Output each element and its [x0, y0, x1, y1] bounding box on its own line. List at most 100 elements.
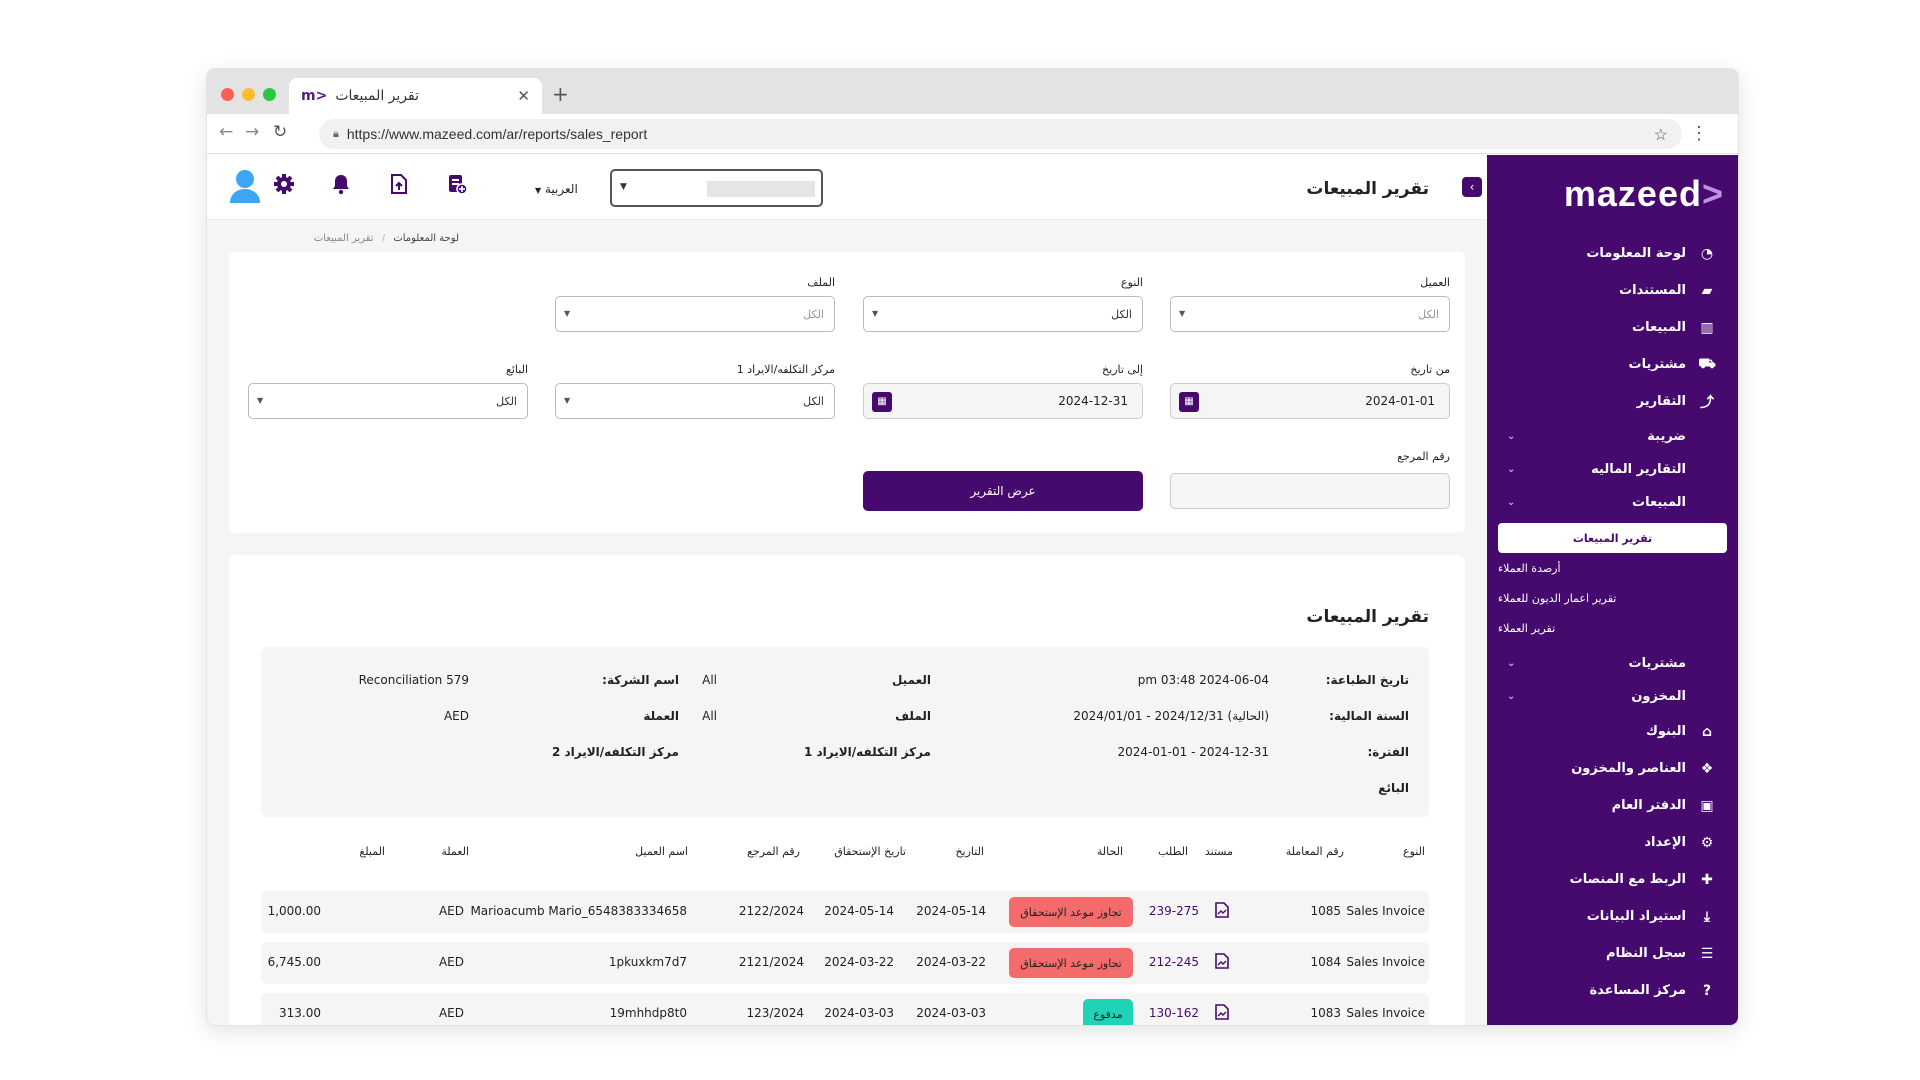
document-icon[interactable] — [1215, 902, 1229, 918]
chevron-down-icon: ⌄ — [1507, 658, 1516, 669]
invoice-add-icon[interactable] — [446, 173, 468, 200]
reference-input[interactable] — [1170, 473, 1450, 509]
seller-select[interactable]: الكل ▼ — [248, 383, 528, 419]
col-status: الحالة — [1096, 845, 1123, 858]
sidebar-item-items-inventory[interactable]: ❖ العناصر والمخزون — [1487, 750, 1738, 787]
caret-down-icon: ▼ — [535, 186, 542, 195]
col-reference: رقم المرجع — [747, 845, 800, 858]
folder-icon: ▰ — [1701, 282, 1713, 299]
fiscal-year-value: (الحالية) 2024/12/31 - 2024/01/01 — [1073, 709, 1269, 723]
order-link[interactable]: 239-275 — [1148, 904, 1199, 918]
line-chart-icon: ⤴ — [1700, 394, 1714, 411]
breadcrumb-home[interactable]: لوحة المعلومات — [393, 233, 459, 244]
calendar-icon[interactable]: ▦ — [872, 392, 892, 412]
period-value: 2024-12-31 - 2024-01-01 — [1117, 745, 1269, 759]
cost-center-1-label: مركز التكلفه/الايراد 1 — [736, 363, 835, 376]
client-select[interactable]: الكل ▼ — [1170, 296, 1450, 332]
cost-center-1-select[interactable]: الكل ▼ — [555, 383, 835, 419]
sidebar-item-help[interactable]: ? مركز المساعدة — [1487, 972, 1738, 1009]
sidebar-item-dashboard[interactable]: ◔ لوحة المعلومات — [1487, 235, 1738, 272]
sidebar-item-sales[interactable]: ▥ المبيعات — [1487, 309, 1738, 346]
sidebar-item-banks[interactable]: ⌂ البنوك — [1487, 713, 1738, 750]
sidebar-item-system-log[interactable]: ☰ سجل النظام — [1487, 935, 1738, 972]
company-select-value — [707, 181, 815, 197]
back-icon[interactable]: ← — [219, 122, 234, 142]
sidebar-item-label: التقارير — [1636, 394, 1686, 409]
file-select[interactable]: الكل ▼ — [555, 296, 835, 332]
breadcrumb: لوحة المعلومات / تقرير المبيعات — [314, 233, 459, 244]
sidebar-item-reports[interactable]: ⤴ التقارير — [1487, 383, 1738, 420]
type-select[interactable]: الكل ▼ — [863, 296, 1143, 332]
maximize-window-button[interactable] — [263, 88, 276, 101]
sidebar-subitem-customer-balances[interactable]: أرصدة العملاء — [1498, 561, 1561, 575]
sidebar-item-import[interactable]: ⤓ استيراد البيانات — [1487, 898, 1738, 935]
cell-due-date: 2024-05-14 — [824, 904, 894, 918]
caret-down-icon: ▼ — [564, 309, 571, 318]
table-row[interactable]: Sales Invoice 1084 212-245 تجاوز موعد ال… — [261, 942, 1429, 984]
forward-icon[interactable]: → — [245, 122, 260, 142]
seller-label: البائع — [506, 363, 528, 376]
language-select[interactable]: العربية ▼ — [535, 182, 578, 196]
document-icon[interactable] — [1215, 1004, 1229, 1020]
cell-reference: 2122/2024 — [738, 904, 804, 918]
table-row[interactable]: Sales Invoice 1085 239-275 تجاوز موعد ال… — [261, 891, 1429, 933]
bank-icon: ⌂ — [1701, 723, 1713, 740]
cell-type: Sales Invoice — [1346, 1006, 1425, 1020]
sidebar-subitem-aging-report[interactable]: تقرير اعمار الديون للعملاء — [1498, 591, 1617, 605]
from-date-input[interactable]: 2024-01-01 ▦ — [1170, 383, 1450, 419]
browser-menu-icon[interactable]: ⋮ — [1690, 123, 1708, 143]
document-icon[interactable] — [1215, 953, 1229, 969]
sidebar: mazeed> ◔ لوحة المعلومات ▰ المستندات ▥ المب… — [1487, 155, 1738, 1025]
sidebar-toggle-icon[interactable]: › — [1462, 177, 1482, 197]
from-date-label: من تاريخ — [1410, 363, 1450, 376]
brand-logo[interactable]: mazeed> — [1564, 173, 1724, 215]
show-report-button[interactable]: عرض التقرير — [863, 471, 1143, 511]
company-select[interactable]: ▼ — [610, 169, 823, 207]
bell-icon[interactable] — [331, 173, 351, 200]
sidebar-item-label: استيراد البيانات — [1586, 909, 1686, 924]
sidebar-item-purchases[interactable]: ⛟ مشتريات — [1487, 346, 1738, 383]
sidebar-item-label: الدفتر العام — [1611, 798, 1686, 813]
sidebar-group-tax[interactable]: ضريبة ⌄ — [1487, 420, 1738, 453]
browser-tab[interactable]: m> تقرير المبيعات ✕ — [289, 78, 542, 114]
sidebar-group-inventory[interactable]: المخزون ⌄ — [1487, 680, 1738, 713]
sidebar-item-general-ledger[interactable]: ▣ الدفتر العام — [1487, 787, 1738, 824]
to-date-input[interactable]: 2024-12-31 ▦ — [863, 383, 1143, 419]
avatar[interactable] — [229, 169, 261, 205]
cell-client: 1pkuxkm7d7 — [608, 955, 687, 969]
new-tab-icon[interactable]: + — [552, 82, 569, 106]
order-link[interactable]: 130-162 — [1148, 1006, 1199, 1020]
order-link[interactable]: 212-245 — [1148, 955, 1199, 969]
sidebar-subitem-sales-report[interactable]: تقرير المبيعات — [1498, 523, 1727, 553]
cell-reference: 2121/2024 — [738, 955, 804, 969]
window-controls — [221, 88, 276, 101]
gear-icon[interactable] — [273, 173, 295, 200]
sidebar-group-sales-reports[interactable]: المبيعات ⌄ — [1487, 486, 1738, 519]
tab-title: تقرير المبيعات — [335, 88, 419, 104]
sidebar-item-documents[interactable]: ▰ المستندات — [1487, 272, 1738, 309]
sidebar-group-financial-reports[interactable]: التقارير الماليه ⌄ — [1487, 453, 1738, 486]
minimize-window-button[interactable] — [242, 88, 255, 101]
file-select-value: الكل — [803, 308, 824, 321]
sidebar-item-settings[interactable]: ⚙ الإعداد — [1487, 824, 1738, 861]
reload-icon[interactable]: ↻ — [273, 122, 288, 142]
bookmark-star-icon[interactable]: ☆ — [1653, 127, 1668, 144]
sidebar-group-label: مشتريات — [1628, 656, 1687, 671]
calendar-icon[interactable]: ▦ — [1179, 392, 1199, 412]
status-badge: تجاوز موعد الإستحقاق — [1009, 948, 1133, 978]
close-window-button[interactable] — [221, 88, 234, 101]
table-row[interactable]: Sales Invoice 1083 130-162 مدفوع 2024-03… — [261, 993, 1429, 1025]
topbar: › تقرير المبيعات ▼ العربية ▼ — [207, 155, 1487, 220]
sidebar-nav: ◔ لوحة المعلومات ▰ المستندات ▥ المبيعات ⛟ مش… — [1487, 235, 1738, 1009]
sidebar-group-purchases-reports[interactable]: مشتريات ⌄ — [1487, 647, 1738, 680]
sidebar-subitem-customers-report[interactable]: تقرير العملاء — [1498, 621, 1556, 635]
sidebar-item-integrations[interactable]: ✚ الربط مع المنصات — [1487, 861, 1738, 898]
url-field[interactable]: 🔒︎ https://www.mazeed.com/ar/reports/sal… — [319, 119, 1708, 149]
puzzle-icon: ✚ — [1701, 871, 1713, 888]
type-label: النوع — [1121, 276, 1143, 289]
tab-close-icon[interactable]: ✕ — [517, 87, 530, 105]
bar-chart-icon: ▥ — [1700, 319, 1714, 336]
col-date: التاريخ — [955, 845, 984, 858]
file-upload-icon[interactable] — [389, 173, 409, 200]
caret-down-icon: ▼ — [257, 396, 264, 405]
